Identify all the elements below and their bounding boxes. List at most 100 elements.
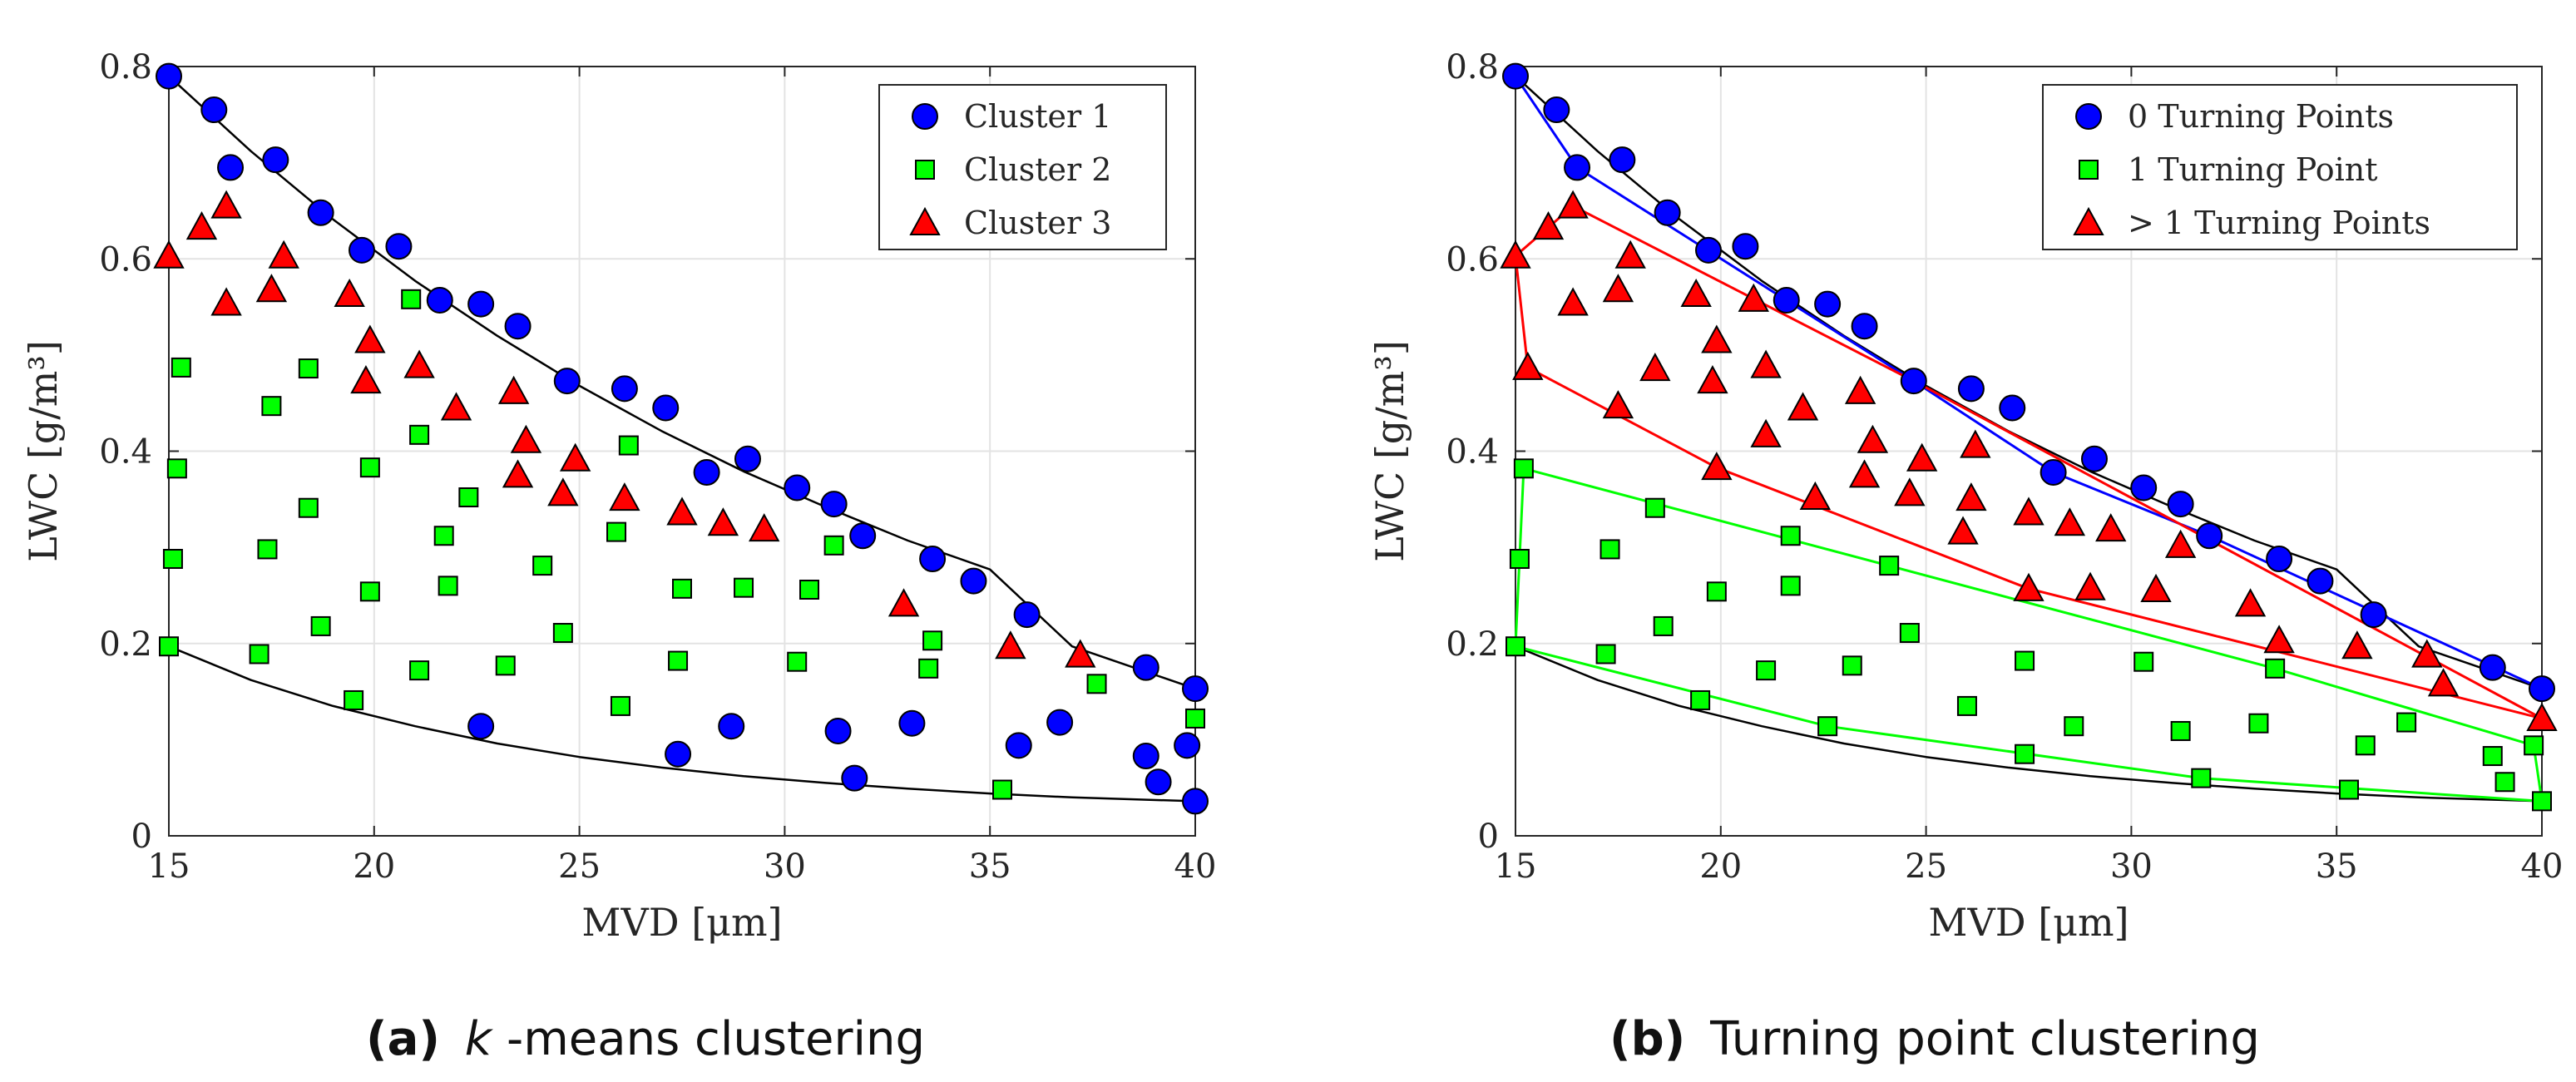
point-series-1 [1814,290,1842,318]
point-series-1 [262,146,289,174]
legend: 0 Turning Points 1 Turning Point > 1 Turni… [2042,84,2518,250]
point-series-2 [359,581,380,602]
point-series-1 [611,375,638,403]
point-series-3 [1906,442,1938,472]
point-series-2 [2015,650,2035,671]
point-series-3 [1602,274,1634,303]
point-series-1 [1005,732,1032,759]
x-tick-label: 30 [764,847,806,886]
point-series-3 [440,392,472,421]
series-3 [1500,190,2558,731]
point-series-2 [2170,720,2191,741]
point-series-1 [1773,286,1800,314]
caption-b: (b) Turning point clustering [1609,1012,2260,1066]
point-series-3 [1680,278,1712,308]
point-series-1 [467,713,495,740]
point-series-3 [995,630,1026,660]
point-series-3 [1614,240,1646,269]
point-series-2 [401,289,422,309]
point-series-1 [2167,491,2194,518]
point-series-3 [666,497,698,526]
point-series-3 [1787,392,1819,421]
legend-marker-2 [2079,160,2099,180]
point-series-1 [1732,233,1759,260]
point-series-1 [960,567,987,595]
point-series-3 [888,588,920,617]
point-series-2 [823,535,844,556]
point-series-1 [348,236,375,264]
point-series-3 [1947,516,1979,545]
legend-marker-1 [912,103,938,130]
x-tick-label: 30 [2110,847,2153,886]
caption-b-text: Turning point clustering [1709,1012,2260,1066]
x-tick-label: 40 [2521,847,2564,886]
point-series-2 [2532,791,2552,812]
point-series-3 [1750,418,1782,447]
point-series-2 [433,526,454,546]
point-series-1 [1999,394,2026,422]
point-series-3 [1844,375,1876,404]
point-series-3 [2095,513,2127,542]
point-series-1 [1957,375,1985,403]
point-series-3 [1697,365,1728,394]
point-series-2 [918,658,939,679]
curve-green-lower [1515,645,2543,803]
x-tick-label: 35 [2316,847,2358,886]
point-series-2 [359,457,380,478]
point-series-2 [159,636,179,657]
point-series-2 [298,358,319,379]
point-series-3 [2013,572,2044,601]
point-series-2 [1842,655,1862,676]
point-series-2 [495,655,516,676]
point-series-1 [1543,96,1570,124]
point-series-1 [2080,445,2108,472]
point-series-1 [1182,788,1209,815]
y-axis-label: LWC [g/m³] [1367,340,1412,562]
point-series-2 [438,576,458,596]
point-series-1 [504,313,532,340]
caption-a-italic: k [465,1012,494,1066]
y-tick-label: 0.4 [1446,433,1499,472]
y-tick-label: 0.8 [1446,48,1499,86]
curve-blue-hull [1514,75,2543,690]
point-series-1 [849,522,877,550]
point-series-1 [820,491,848,518]
point-series-3 [2013,497,2044,526]
point-series-2 [1595,644,1616,665]
point-series-3 [510,424,542,453]
legend-label-1: 0 Turning Points [2128,98,2394,135]
series-2 [1506,458,2552,812]
point-series-2 [2339,779,2360,800]
point-series-3 [1701,452,1733,481]
x-tick-label: 15 [148,847,190,886]
point-series-2 [532,556,553,576]
y-tick-label: 0.4 [99,433,152,472]
point-series-1 [1132,743,1159,770]
point-series-1 [2529,675,2555,703]
y-tick-label: 0.6 [99,240,152,279]
point-series-2 [799,580,820,600]
point-series-1 [824,717,852,744]
x-tick-label: 25 [558,847,601,886]
point-series-3 [2234,588,2267,617]
curve-lower-bound [168,645,1196,803]
point-series-3 [1602,390,1634,419]
point-series-3 [403,349,435,378]
curve-red-lower [1514,255,2543,720]
point-series-3 [1532,211,1565,240]
series-1 [1502,62,2555,703]
point-series-1 [718,713,745,740]
point-series-3 [1512,351,1544,380]
point-series-2 [787,651,808,672]
point-series-3 [210,287,242,316]
point-series-2 [1780,576,1801,596]
point-series-1 [841,764,868,792]
point-series-2 [672,578,692,599]
point-series-1 [1654,199,1681,226]
x-axis-label: MVD [μm] [581,900,782,945]
point-series-3 [707,507,739,536]
point-series-1 [1564,154,1591,181]
point-series-3 [497,375,530,404]
legend-label-1: Cluster 1 [964,98,1111,135]
point-series-3 [153,240,185,269]
